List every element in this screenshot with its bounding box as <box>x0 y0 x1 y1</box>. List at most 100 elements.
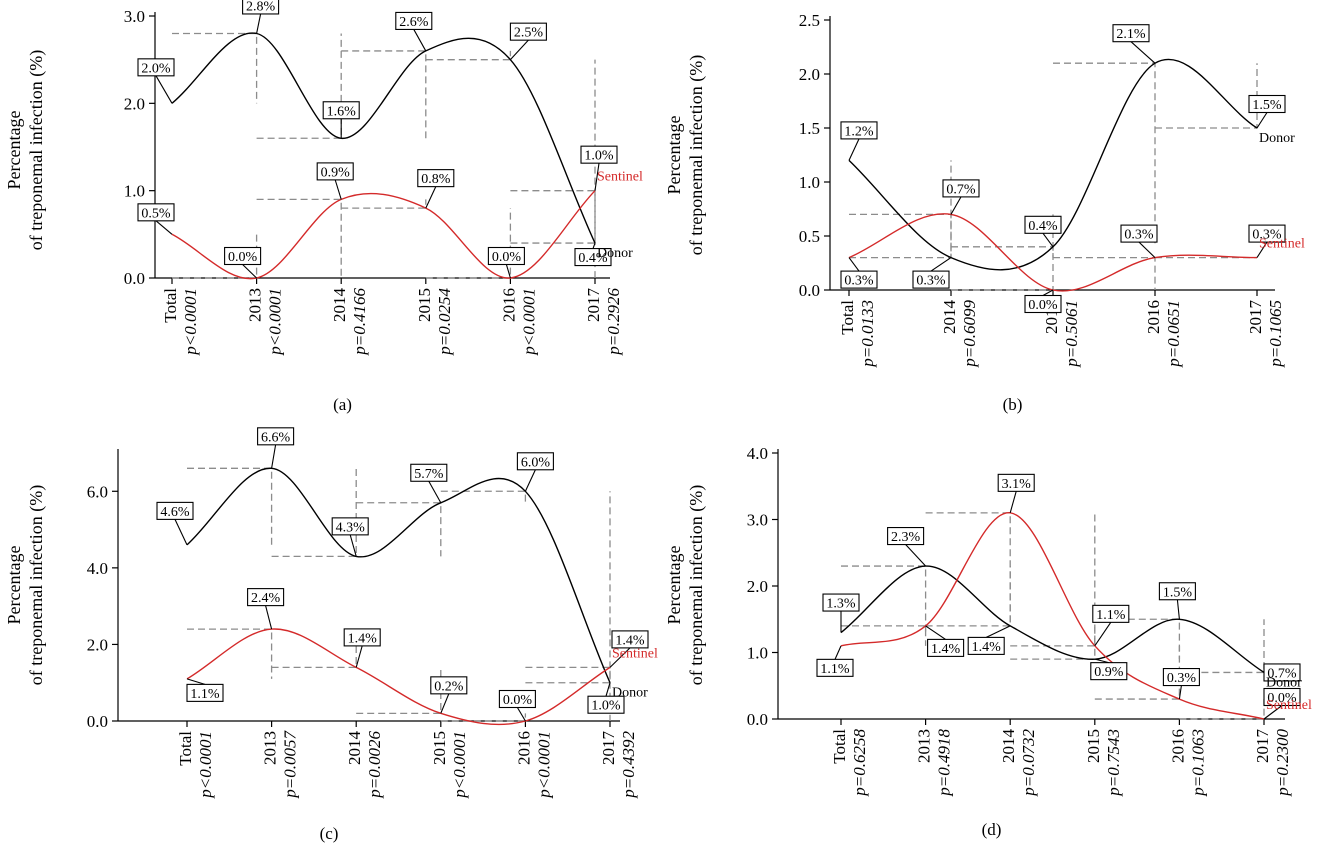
donor-series-line <box>848 58 1258 271</box>
y-tick-label: 2.0 <box>124 94 145 113</box>
data-label-box <box>137 58 175 77</box>
data-label-box <box>257 427 295 446</box>
data-label-box <box>840 270 878 289</box>
x-tick-label: 2014p=0.6099 <box>940 300 979 368</box>
y-tick-label: 2.0 <box>799 65 820 84</box>
y-tick-label: 0.0 <box>799 281 820 300</box>
data-label-box <box>247 588 285 607</box>
x-tick-label: 2013p=0.4918 <box>915 729 954 797</box>
donor-guide-lines <box>187 467 611 684</box>
x-tick-label: 2015p<0.0001 <box>430 731 469 799</box>
x-tick-label: 2016p<0.0001 <box>499 288 538 356</box>
donor-data-label: 0.3% <box>916 274 946 289</box>
data-label-leader <box>155 220 173 235</box>
data-label-leader <box>1094 622 1112 647</box>
donor-data-label: 1.5% <box>1163 585 1193 600</box>
donor-data-label: 2.6% <box>399 15 429 30</box>
x-tick-label: 2015p=0.7543 <box>1084 729 1123 797</box>
y-tick-label: 2.5 <box>799 11 820 30</box>
donor-data-label: 0.4% <box>578 251 608 266</box>
data-label-leader <box>355 645 363 668</box>
y-tick-label: 0.5 <box>799 227 820 246</box>
data-label-box <box>1263 663 1301 682</box>
sentinel-data-label: 0.5% <box>141 206 171 221</box>
data-label-box <box>516 452 554 471</box>
y-tick-label: 3.0 <box>747 511 768 530</box>
chart-d-svg: 0.0 1.0 2.0 3.0 4.0 Percentage of treponemal i… <box>664 444 1312 839</box>
donor-series-line <box>840 565 1265 673</box>
data-label-leader <box>848 257 860 272</box>
x-tick-label: 2014p=0.0026 <box>345 731 384 799</box>
sentinel-series-line <box>840 512 1265 720</box>
data-label-leader <box>186 678 206 685</box>
data-label-leader <box>1042 232 1054 248</box>
data-label-box <box>587 695 625 714</box>
y-tick-label: 1.5 <box>799 119 820 138</box>
sentinel-data-label: 0.0% <box>503 693 533 708</box>
data-label-box <box>1092 604 1130 623</box>
x-tick-label: Totalp=0.6258 <box>830 729 869 797</box>
donor-data-label: 1.6% <box>327 104 357 119</box>
data-label-leader <box>1138 241 1156 258</box>
sentinel-series-name: Sentinel <box>1259 237 1305 252</box>
data-label-box <box>611 630 649 649</box>
data-label-leader <box>505 264 511 279</box>
donor-series-name: Donor <box>597 246 633 261</box>
chart-panel-c: 0.0 2.0 4.0 6.0 Percentage of treponemal infe… <box>0 425 660 851</box>
donor-data-label: 1.4% <box>972 640 1002 655</box>
x-tick-label: 2017p=0.1065 <box>1246 300 1285 368</box>
sentinel-data-label: 0.9% <box>321 165 351 180</box>
data-label-leader <box>985 625 1011 638</box>
data-label-leader <box>413 29 427 52</box>
y-tick-label: 0.0 <box>87 712 108 731</box>
sentinel-data-label: 0.0% <box>228 250 258 265</box>
y-tick-label: 6.0 <box>87 482 108 501</box>
sentinel-data-label: 0.0% <box>1028 298 1058 313</box>
data-label-leader <box>516 707 526 722</box>
sentinel-data-label: 1.4% <box>931 642 961 657</box>
data-label-leader <box>950 196 962 215</box>
x-tick-label: 2014p=0.4166 <box>330 288 369 356</box>
data-label-box <box>395 11 433 30</box>
data-label-box <box>1162 668 1200 687</box>
chart-panel-a: 0.0 1.0 2.0 3.0 Percentage of treponemal infe… <box>0 0 660 425</box>
data-label-leader <box>1130 41 1156 64</box>
donor-data-label: 0.4% <box>1028 219 1058 234</box>
data-label-leader <box>256 13 262 34</box>
donor-data-label: 1.3% <box>826 597 856 612</box>
sentinel-series-name: Sentinel <box>597 170 643 185</box>
data-label-leader <box>349 534 357 557</box>
sentinel-data-label: 0.7% <box>946 182 976 197</box>
donor-data-label: 2.5% <box>514 26 544 41</box>
data-label-leader <box>1263 705 1283 720</box>
data-label-box <box>1112 24 1150 43</box>
data-label-leader <box>1256 112 1268 129</box>
data-label-box <box>430 676 468 695</box>
data-label-box <box>137 203 175 222</box>
donor-data-label: 2.8% <box>246 0 276 14</box>
sentinel-data-label: 1.0% <box>584 149 614 164</box>
data-label-leader <box>428 481 442 504</box>
data-label-box <box>1120 224 1158 243</box>
donor-data-label: 6.6% <box>261 430 291 445</box>
chart-panel-d: 0.0 1.0 2.0 3.0 4.0 Percentage of treponemal i… <box>660 425 1319 851</box>
x-tick-label: Totalp<0.0001 <box>176 731 215 799</box>
data-label-leader <box>592 242 596 249</box>
y-tick-label: 1.0 <box>124 182 145 201</box>
data-label-leader <box>930 257 952 272</box>
data-label-box <box>1090 662 1128 681</box>
data-label-leader <box>848 138 860 161</box>
data-label-box <box>887 527 925 546</box>
sentinel-data-label: 0.3% <box>1124 228 1154 243</box>
x-tick-label: 2014p=0.0732 <box>999 729 1038 797</box>
panel-label: (c) <box>320 824 339 843</box>
donor-data-label: 0.7% <box>1267 666 1297 681</box>
sentinel-data-label: 3.1% <box>1002 477 1031 492</box>
donor-data-label: 5.7% <box>414 467 444 482</box>
x-tick-label: 2017p=0.2300 <box>1253 729 1292 797</box>
sentinel-data-label: 1.4% <box>348 631 378 646</box>
donor-data-label: 0.9% <box>1094 665 1124 680</box>
sentinel-data-label: 0.8% <box>421 172 451 187</box>
donor-data-label: 2.3% <box>891 530 921 545</box>
data-label-box <box>224 246 262 266</box>
